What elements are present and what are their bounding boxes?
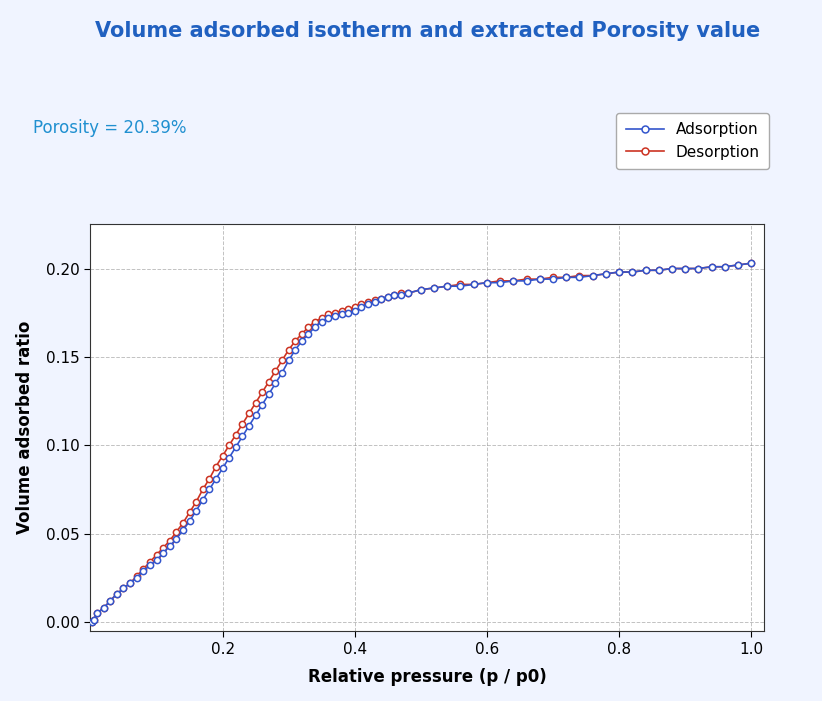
Line: Desorption: Desorption bbox=[89, 260, 755, 625]
X-axis label: Relative pressure (p / p0): Relative pressure (p / p0) bbox=[308, 668, 547, 686]
Adsorption bbox=[125, 579, 135, 587]
Desorption bbox=[548, 273, 558, 282]
Desorption bbox=[87, 618, 97, 626]
Adsorption bbox=[336, 311, 346, 319]
Desorption bbox=[396, 289, 406, 297]
Adsorption bbox=[87, 618, 97, 626]
Desorption bbox=[251, 399, 261, 407]
Legend: Adsorption, Desorption: Adsorption, Desorption bbox=[616, 113, 769, 169]
Desorption bbox=[336, 307, 346, 315]
Text: Volume adsorbed isotherm and extracted Porosity value: Volume adsorbed isotherm and extracted P… bbox=[95, 21, 760, 41]
Desorption bbox=[125, 579, 135, 587]
Adsorption bbox=[746, 259, 756, 267]
Adsorption bbox=[416, 285, 426, 294]
Desorption bbox=[416, 285, 426, 294]
Adsorption bbox=[396, 291, 406, 299]
Y-axis label: Volume adsorbed ratio: Volume adsorbed ratio bbox=[16, 321, 35, 534]
Line: Adsorption: Adsorption bbox=[89, 260, 755, 625]
Adsorption bbox=[548, 275, 558, 283]
Text: Porosity = 20.39%: Porosity = 20.39% bbox=[33, 119, 187, 137]
Desorption bbox=[746, 259, 756, 267]
Adsorption bbox=[251, 411, 261, 419]
